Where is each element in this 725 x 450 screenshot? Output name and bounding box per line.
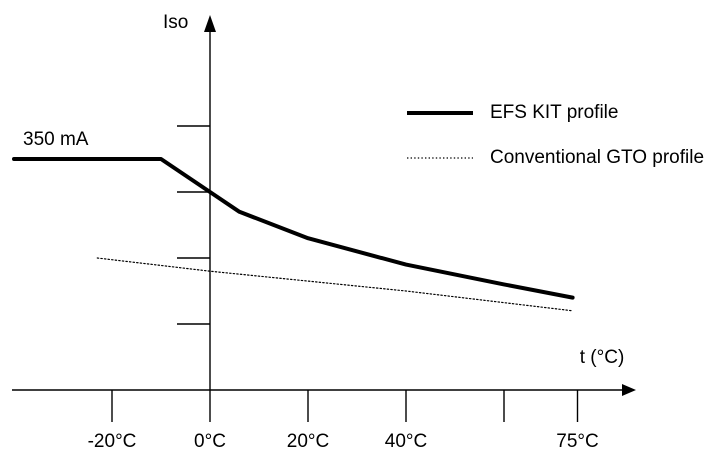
- series-line-1: [96, 257, 574, 312]
- x-axis-arrowhead: [622, 384, 636, 396]
- axes-layer: [12, 15, 636, 396]
- legend-label-efs-kit: EFS KIT profile: [490, 102, 618, 123]
- annotation-350ma: 350 mA: [23, 129, 89, 150]
- legend: EFS KIT profile Conventional GTO profile: [407, 102, 704, 168]
- series-layer: [12, 157, 575, 312]
- y-axis-arrowhead: [204, 15, 216, 32]
- x-tick-label-0: -20°C: [88, 431, 137, 450]
- series-line-0: [12, 157, 575, 300]
- x-axis-label: t (°C): [580, 347, 625, 368]
- x-tick-label-3: 40°C: [385, 431, 427, 450]
- ticks-layer: -20°C 0°C 20°C 40°C 75°C: [88, 125, 599, 450]
- legend-label-conventional-gto: Conventional GTO profile: [490, 147, 704, 168]
- x-tick-label-5: 75°C: [556, 431, 598, 450]
- x-tick-label-1: 0°C: [194, 431, 226, 450]
- y-axis-label: Iso: [163, 12, 188, 33]
- x-tick-label-2: 20°C: [287, 431, 329, 450]
